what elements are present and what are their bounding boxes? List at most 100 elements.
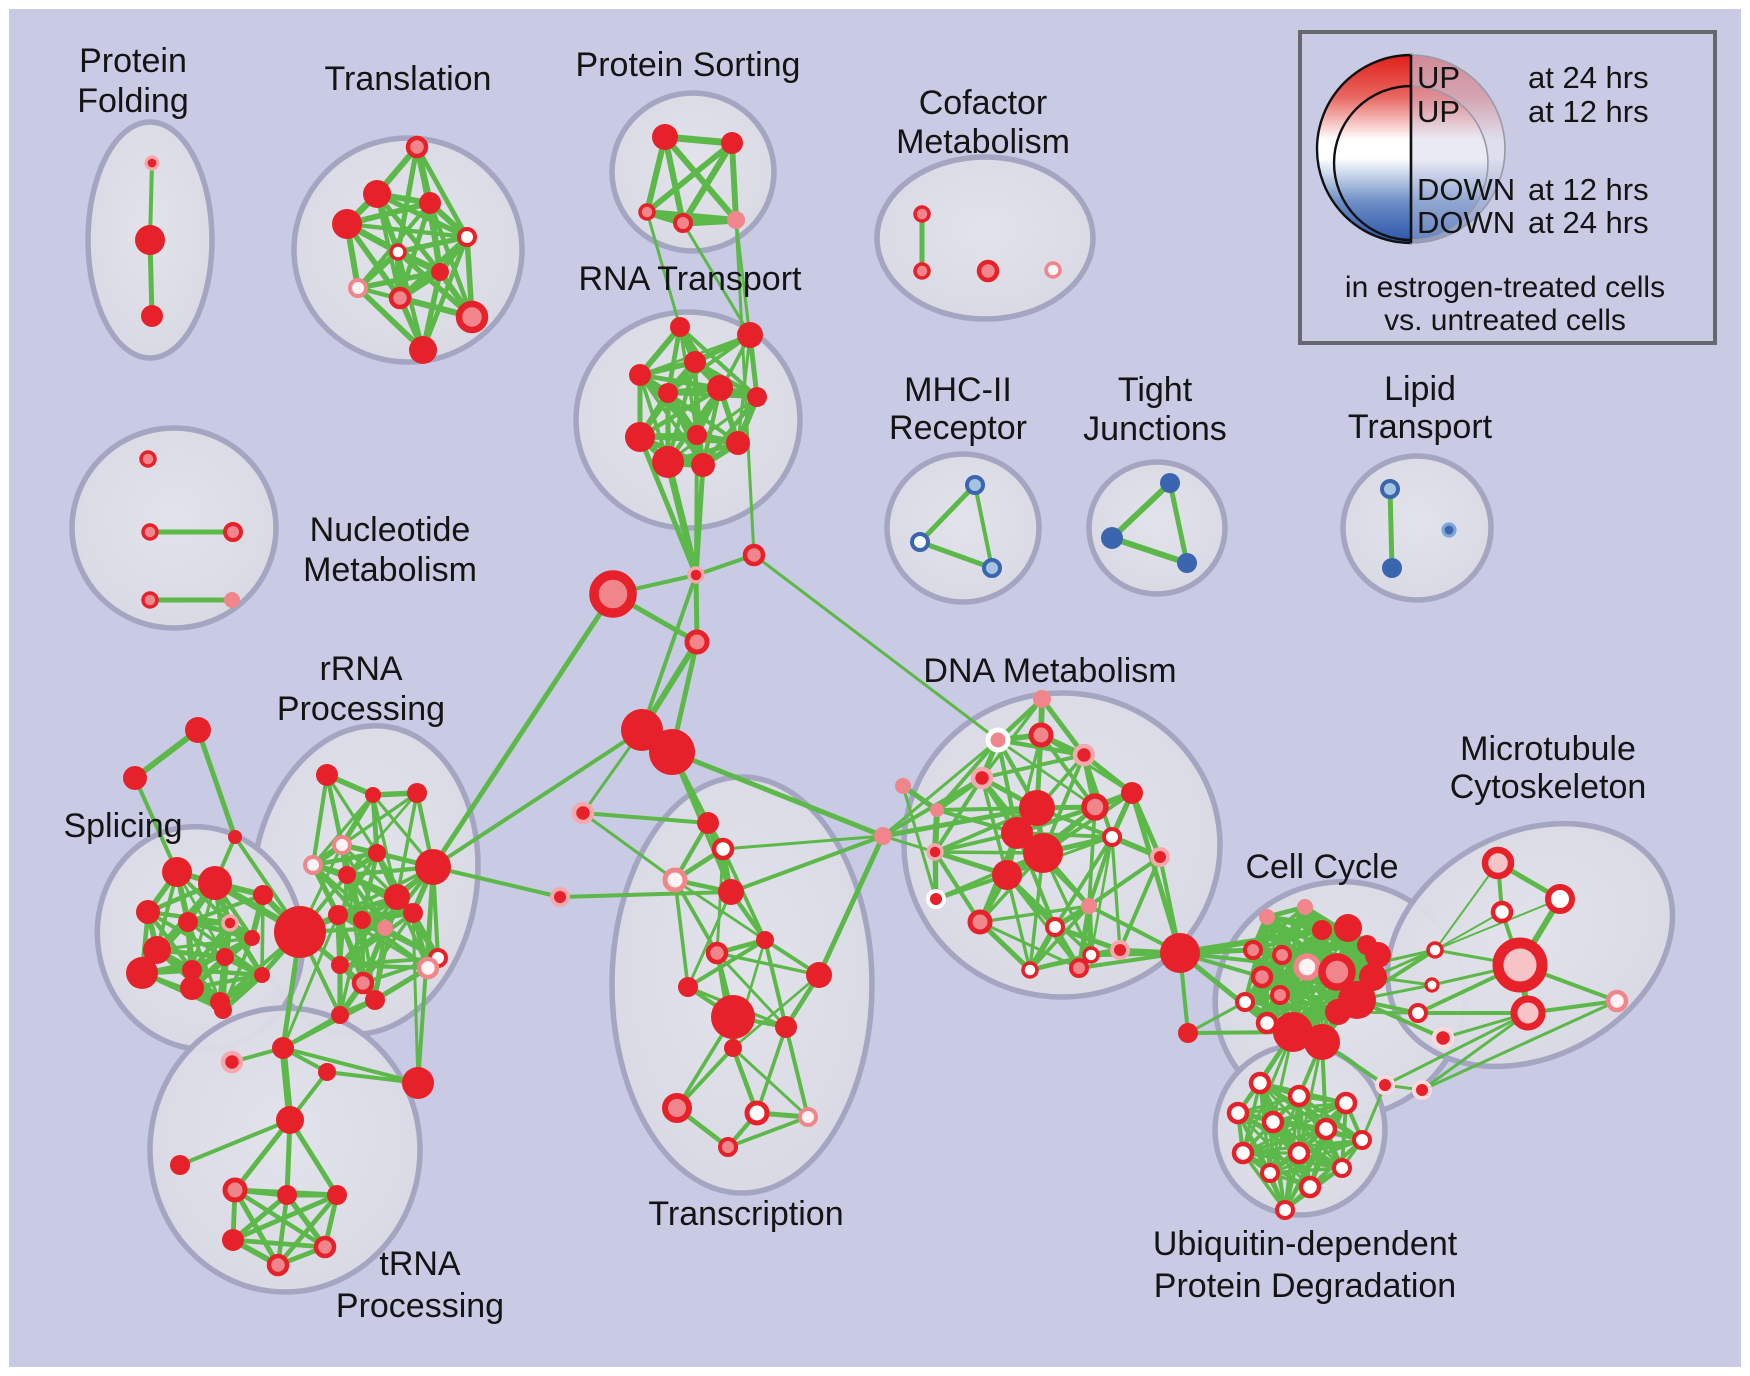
gene-node [1298,1175,1322,1199]
gene-node [389,243,407,261]
cluster-ellipse-mhc-ii-receptor [884,451,1042,605]
edge [275,1192,290,1268]
gene-node [455,300,489,334]
gene-node [806,962,832,988]
edge [679,139,736,227]
gene-node [673,213,693,233]
gene-node [1408,1003,1428,1023]
edge [996,738,1097,809]
gene-node [1102,827,1122,847]
cluster-label-tight-junctions: Tight [1118,371,1193,409]
edge [1241,1030,1295,1155]
edge [973,483,994,570]
edge [1241,1151,1287,1212]
gene-node [198,866,232,900]
gene-node [253,885,273,905]
edge [1268,1138,1364,1175]
gene-node [1001,817,1033,849]
gene-node [170,1155,190,1175]
edge [344,221,403,301]
gene-node [351,971,375,995]
legend-direction-label: UP [1417,60,1460,95]
gene-node [338,866,356,884]
edge [980,753,1086,780]
gene-node [1019,790,1055,826]
gene-node [1033,690,1051,708]
cluster-label-translation: Translation [325,60,492,98]
gene-node [178,912,198,932]
gene-node [718,879,744,905]
cluster-ellipse-cofactor-metabolism [874,154,1096,322]
legend-footer-line: in estrogen-treated cells [1345,271,1665,304]
edge [762,937,789,1030]
edge [374,191,443,275]
legend-direction-label: UP [1417,94,1460,129]
gene-node [1110,940,1130,960]
gene-node [141,591,159,609]
edge [1236,1101,1348,1115]
gene-node [926,843,944,861]
edge [661,133,740,224]
edge [361,911,415,985]
edge [178,1118,292,1167]
gene-node [1334,1091,1358,1115]
gene-node [910,532,930,552]
cluster-label-ubiquitin-degradation: Protein Degradation [1154,1267,1456,1305]
gene-node [1431,1026,1455,1050]
gene-node [649,729,695,775]
gene-node [403,903,423,923]
edge [1005,873,1081,970]
gene-node [1259,909,1275,925]
gene-node [1365,942,1391,968]
gene-node [1160,933,1200,973]
gene-node [276,1106,304,1134]
gene-node [629,364,651,386]
edge [1087,805,1097,908]
gene-node [254,967,270,983]
edge [637,434,699,578]
edge [880,805,1040,839]
edge [355,269,443,291]
cluster-label-rna-transport: RNA Transport [579,260,803,298]
edge [700,394,760,468]
gene-node [1380,479,1400,499]
gene-node [737,322,763,348]
edge [752,553,1000,742]
gene-node [141,305,163,327]
cluster-label-mhc-ii-receptor: Receptor [889,409,1027,447]
gene-node [221,914,239,932]
gene-node [678,977,698,997]
edge [133,776,179,874]
gene-node [328,905,348,925]
cluster-label-cell-cycle: Cell Cycle [1245,848,1398,886]
edge [195,727,238,840]
gene-node [368,844,386,862]
edge [1167,480,1190,566]
gene-node [1235,992,1255,1012]
edge [816,833,886,978]
edge [673,878,767,942]
cluster-label-nucleotide-metabolism: Metabolism [303,551,477,589]
edge [731,1046,810,1119]
gene-node [652,446,684,478]
edge [581,811,710,825]
edge [232,1117,293,1193]
gene-node [992,860,1022,890]
gene-node [1332,1158,1352,1178]
gene-node [123,766,147,790]
cluster-ellipse-lipid-transport [1340,453,1494,603]
gene-node [747,387,767,407]
gene-node [967,909,993,935]
edge [1005,873,1093,957]
gene-node [1375,1075,1395,1095]
gene-node [684,629,710,655]
edge [337,910,416,968]
legend-footer-line: vs. untreated cells [1384,304,1626,337]
gene-node [662,867,688,893]
gene-node [266,1253,290,1277]
edge [1110,835,1122,952]
gene-node [327,1185,347,1205]
